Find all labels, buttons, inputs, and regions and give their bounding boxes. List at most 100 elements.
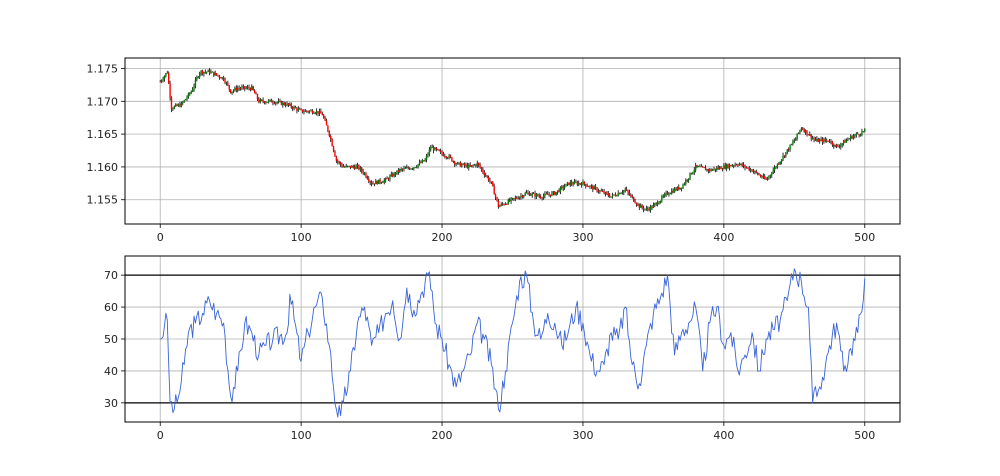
- candle-body: [625, 189, 628, 191]
- candle-body: [844, 140, 846, 143]
- oscillator-x-ticks: 0 100 200 300 400 500: [157, 422, 875, 442]
- oscillator-y-tick-label: 30: [104, 397, 118, 410]
- candle-body: [463, 163, 466, 166]
- candle-body: [193, 85, 195, 90]
- candle-body: [575, 181, 577, 183]
- candle-body: [823, 139, 825, 143]
- candle-body: [448, 155, 450, 158]
- price-y-ticks: 1.155 1.160 1.165 1.170 1.175: [87, 62, 125, 207]
- candle-body: [561, 186, 563, 188]
- candle-body: [649, 206, 652, 211]
- candle-body: [766, 178, 769, 180]
- candle-body: [585, 184, 587, 187]
- candle-body: [383, 180, 385, 183]
- candle-body: [749, 169, 752, 171]
- candle-body: [449, 155, 452, 158]
- candle-body: [775, 167, 777, 168]
- candle-body: [728, 164, 731, 168]
- candle-body: [328, 131, 331, 136]
- candle-body: [765, 178, 767, 180]
- candle-body: [345, 165, 347, 167]
- candle-body: [251, 86, 253, 90]
- candle-body: [387, 178, 390, 180]
- candle-body: [610, 196, 612, 198]
- candle-body: [494, 194, 497, 198]
- candle-body: [761, 176, 763, 178]
- candle-body: [451, 157, 453, 162]
- candle-body: [275, 102, 277, 104]
- candle-body: [534, 193, 536, 197]
- candle-body: [513, 198, 515, 199]
- candle-body: [570, 182, 573, 184]
- candle-body: [673, 188, 676, 193]
- candle-body: [214, 73, 216, 76]
- candle-body: [200, 70, 202, 73]
- candle-body: [834, 144, 836, 147]
- candle-body: [556, 190, 559, 193]
- candle-body: [547, 193, 549, 195]
- oscillator-line-chart: 0 100 200 300 400 500 30 40 50 60 70: [104, 255, 901, 442]
- candle-body: [689, 172, 691, 179]
- candle-body: [527, 192, 529, 194]
- candle-body: [407, 167, 409, 169]
- candle-body: [486, 175, 488, 177]
- candle-body: [816, 138, 818, 141]
- candle-body: [640, 205, 642, 208]
- price-y-tick-label: 1.170: [87, 95, 119, 108]
- candle-body: [394, 172, 397, 175]
- oscillator-x-tick-label: 100: [291, 429, 312, 442]
- candle-body: [227, 82, 229, 86]
- candle-body: [503, 204, 505, 205]
- candle-body: [693, 169, 695, 173]
- candle-body: [532, 193, 535, 195]
- price-x-tick-label: 0: [157, 231, 164, 244]
- candle-body: [510, 198, 512, 202]
- candle-body: [290, 104, 292, 108]
- candle-body: [785, 152, 787, 157]
- candle-body: [187, 93, 190, 98]
- candle-body: [431, 147, 433, 149]
- candle-body: [776, 163, 779, 168]
- candle-body: [754, 171, 756, 172]
- candle-body: [662, 196, 664, 197]
- candle-body: [702, 166, 704, 168]
- candle-body: [552, 191, 555, 193]
- candle-body: [286, 103, 288, 106]
- candle-body: [218, 75, 221, 78]
- candle-body: [485, 175, 487, 176]
- candle-body: [606, 192, 608, 194]
- candle-body: [618, 193, 621, 195]
- candle-body: [804, 130, 807, 133]
- candle-body: [231, 91, 233, 94]
- candle-body: [245, 87, 247, 89]
- candle-body: [217, 75, 219, 76]
- candle-body: [203, 72, 205, 74]
- candle-body: [849, 136, 852, 139]
- candle-body: [358, 165, 360, 170]
- candle-body: [848, 138, 850, 140]
- candle-body: [165, 73, 167, 77]
- candle-body: [442, 153, 445, 157]
- candle-body: [787, 149, 790, 151]
- candle-body: [769, 174, 772, 176]
- candle-body: [789, 144, 791, 151]
- candle-body: [210, 71, 212, 74]
- candle-body: [835, 144, 838, 147]
- candle-body: [166, 72, 168, 74]
- candle-body: [838, 146, 841, 148]
- price-y-tick-label: 1.155: [87, 194, 119, 207]
- candle-body: [593, 186, 595, 190]
- candle-body: [538, 195, 540, 197]
- candle-body: [759, 175, 762, 177]
- candle-body: [696, 164, 698, 167]
- candle-body: [432, 147, 435, 151]
- oscillator-threshold-lines: [125, 274, 900, 404]
- candle-body: [191, 89, 194, 92]
- candle-body: [811, 138, 814, 139]
- candle-body: [472, 165, 474, 167]
- candle-body: [337, 160, 339, 162]
- candle-body: [445, 156, 447, 158]
- candle-body: [609, 195, 611, 198]
- candle-body: [384, 178, 387, 181]
